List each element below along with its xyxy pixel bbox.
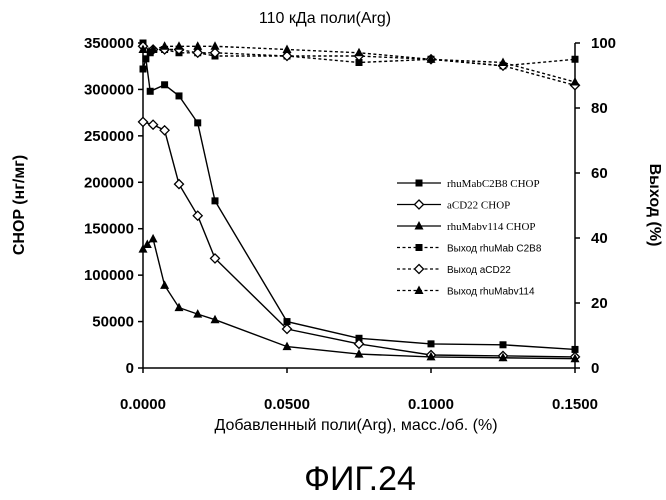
data-point: [209, 253, 221, 264]
series-layer: [137, 39, 581, 363]
data-point: [174, 302, 184, 312]
data-point: [210, 314, 220, 324]
data-point: [147, 119, 159, 131]
series-line: [142, 121, 576, 358]
data-point: [281, 323, 293, 335]
figure-caption: ФИГ.24: [304, 460, 416, 498]
data-point: [138, 244, 148, 253]
data-point: [148, 44, 158, 53]
legend-marker: [415, 244, 423, 251]
series-line: [142, 58, 576, 351]
data-point: [281, 50, 293, 62]
data-point: [282, 44, 292, 53]
series-5: [138, 41, 580, 86]
y-right-tick-label: 100: [591, 35, 616, 52]
data-point: [498, 57, 508, 66]
chart-title: 110 кДа поли(Arg): [259, 10, 391, 27]
data-point: [174, 41, 184, 50]
x-tick-label: 0.0500: [264, 396, 310, 413]
x-tick-label: 0.1000: [408, 396, 454, 413]
data-point: [160, 280, 170, 289]
data-point: [193, 41, 203, 50]
y-left-tick-label: 0: [126, 360, 134, 377]
data-point: [142, 55, 150, 63]
legend-item: Выход rhuMab C2B8: [397, 244, 542, 255]
y-left-tick-label: 150000: [84, 221, 134, 238]
data-point: [209, 47, 221, 59]
data-point: [161, 81, 169, 89]
legend-item: Выход aCD22: [397, 263, 511, 276]
data-point: [142, 239, 152, 248]
legend-label: Выход aCD22: [447, 265, 511, 276]
data-point: [355, 59, 363, 66]
data-point: [194, 119, 202, 127]
y-right-axis-label: Выход (%): [646, 164, 663, 247]
series-2: [138, 233, 580, 363]
data-point: [426, 351, 436, 361]
y-left-tick-label: 100000: [84, 267, 134, 284]
y-left-tick-label: 50000: [92, 314, 134, 331]
x-tick-label: 0.1500: [552, 396, 598, 413]
y-right-tick-label: 20: [591, 295, 608, 312]
data-point: [211, 197, 219, 205]
y-left-axis-label: CHOP (нг/мг): [11, 155, 28, 255]
data-point: [210, 41, 220, 50]
legend-label: aCD22 CHOP: [447, 200, 510, 212]
x-tick-label: 0.0000: [120, 396, 166, 413]
legend-marker: [413, 199, 425, 210]
legend-label: Выход rhuMab C2B8: [447, 244, 542, 255]
data-point: [148, 233, 158, 243]
y-left-tick-label: 300000: [84, 81, 134, 98]
data-point: [173, 178, 185, 190]
y-left-tick-label: 200000: [84, 174, 134, 191]
series-0: [139, 55, 579, 353]
data-point: [192, 47, 204, 59]
legend-marker: [414, 285, 424, 294]
data-point: [159, 124, 171, 136]
y-right-tick-label: 80: [591, 100, 608, 117]
legend-item: rhuMabv114 CHOP: [397, 221, 536, 233]
data-point: [427, 340, 435, 348]
data-point: [570, 77, 580, 86]
x-axis-label: Добавленный поли(Arg), масс./об. (%): [214, 417, 497, 434]
legend: rhuMabC2B8 CHOP aCD22 CHOP rhuMabv114 CHOP…: [397, 178, 542, 298]
y-left-tick-label: 250000: [84, 128, 134, 145]
legend-item: rhuMabC2B8 CHOP: [397, 178, 540, 190]
y-right-tick-label: 60: [591, 165, 608, 182]
legend-label: rhuMabv114 CHOP: [447, 221, 536, 233]
data-point: [137, 116, 149, 128]
y-right-tick-label: 40: [591, 230, 608, 247]
data-point: [160, 41, 170, 50]
data-point: [193, 309, 203, 318]
data-point: [355, 334, 363, 342]
plot-frame: [142, 43, 576, 369]
data-point: [353, 338, 365, 350]
legend-marker: [415, 179, 423, 187]
data-point: [354, 47, 364, 57]
y-right-tick-label: 0: [591, 360, 599, 377]
legend-item: aCD22 CHOP: [397, 199, 510, 212]
data-point: [283, 318, 291, 326]
data-point: [282, 341, 292, 351]
data-point: [354, 349, 364, 358]
data-point: [426, 54, 436, 63]
data-point: [570, 353, 580, 363]
legend-marker: [413, 263, 425, 275]
data-point: [175, 92, 183, 100]
axis-ticks: 0.0000 0.0500 0.1000 0.1500 0 50000 100000 1500…: [84, 35, 616, 413]
data-point: [192, 210, 204, 222]
data-point: [571, 55, 579, 63]
legend-marker: [414, 221, 424, 230]
y-left-tick-label: 350000: [84, 35, 134, 52]
data-point: [138, 44, 148, 53]
legend-label: Выход rhuMabv114: [447, 287, 535, 298]
legend-item: Выход rhuMabv114: [397, 285, 535, 298]
data-point: [571, 345, 579, 353]
data-point: [498, 352, 508, 362]
data-point: [499, 341, 507, 349]
data-point: [139, 65, 147, 73]
data-point: [146, 87, 154, 95]
legend-label: rhuMabC2B8 CHOP: [447, 178, 540, 190]
